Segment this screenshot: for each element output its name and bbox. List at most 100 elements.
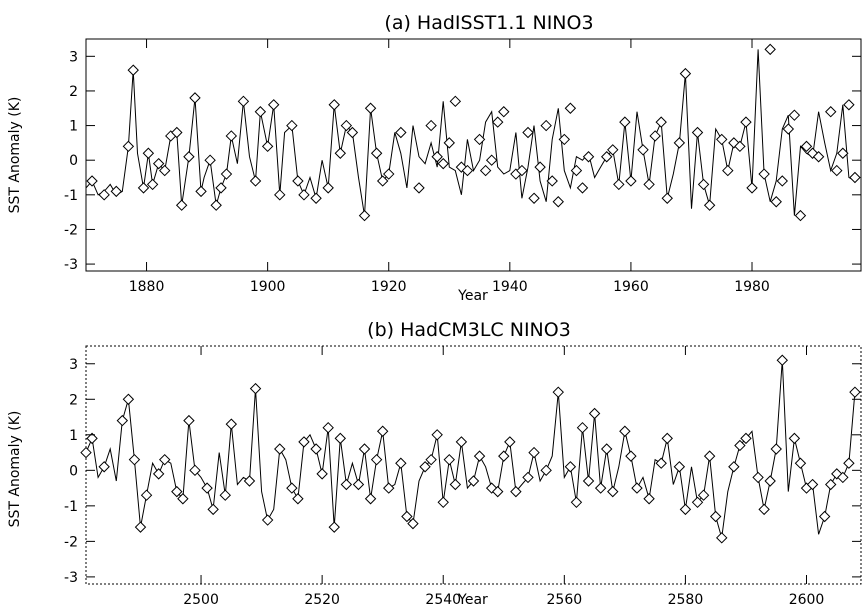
event-marker (528, 446, 540, 459)
event-marker (522, 471, 534, 484)
x-tick-label: 2580 (668, 592, 704, 608)
event-marker (340, 119, 353, 132)
event-marker (655, 457, 667, 469)
y-ticks-a: -3 -2 -1 0 1 2 3 (64, 49, 861, 273)
y-tick-label: -2 (64, 222, 78, 238)
event-marker (831, 164, 843, 177)
event-marker (607, 485, 619, 498)
plot-area-b (80, 354, 861, 544)
event-marker (80, 446, 92, 459)
event-marker (619, 425, 631, 437)
x-tick-label: 1900 (250, 279, 286, 295)
event-marker (225, 130, 238, 142)
event-marker (189, 464, 201, 477)
event-marker (673, 461, 686, 473)
y-tick-label: -1 (64, 188, 78, 204)
event-marker (274, 189, 286, 201)
event-marker (437, 496, 449, 509)
series-line (85, 360, 856, 538)
event-marker (776, 354, 788, 366)
event-marker (473, 133, 486, 146)
x-tick-label: 1980 (734, 279, 770, 295)
event-marker (631, 482, 643, 494)
x-tick-label: 1880 (129, 279, 165, 295)
event-marker (298, 189, 310, 201)
event-marker (86, 175, 98, 187)
event-marker (455, 436, 468, 448)
event-marker (613, 178, 625, 191)
event-marker (358, 209, 371, 222)
y-tick-label: -2 (64, 534, 78, 550)
event-marker (383, 168, 395, 180)
y-ticks-b: -3 -2 -1 0 1 2 3 (64, 357, 861, 586)
event-marker (825, 106, 837, 118)
event-marker (740, 116, 752, 128)
chart-title-b: (b) HadCM3LC NINO3 (367, 319, 571, 341)
event-marker (818, 510, 831, 523)
event-marker (292, 175, 304, 187)
event-marker (443, 137, 455, 149)
event-marker (249, 382, 262, 395)
event-marker (122, 140, 135, 153)
event-marker (691, 496, 704, 509)
event-marker (770, 443, 782, 455)
event-marker (376, 175, 389, 187)
event-marker (419, 461, 431, 473)
event-marker (728, 461, 740, 473)
event-marker (220, 168, 233, 180)
event-marker (837, 147, 849, 159)
event-marker (534, 161, 546, 173)
event-marker (122, 393, 135, 405)
event-marker (697, 178, 710, 191)
event-marker (152, 468, 165, 480)
event-marker (334, 432, 347, 445)
event-marker (128, 453, 141, 466)
event-marker (794, 457, 807, 469)
event-marker (716, 532, 728, 544)
event-marker (625, 175, 637, 187)
event-marker (479, 164, 492, 177)
event-marker (261, 140, 274, 153)
event-marker (134, 521, 147, 533)
event-marker (540, 464, 552, 477)
event-marker (498, 450, 510, 462)
x-tick-label: 1920 (371, 279, 407, 295)
event-marker (849, 386, 861, 398)
event-marker (127, 64, 139, 76)
event-marker (607, 144, 619, 156)
event-marker (588, 407, 601, 420)
event-marker (776, 175, 788, 187)
event-marker (540, 119, 552, 132)
event-marker (142, 147, 155, 159)
event-marker (286, 119, 298, 132)
event-marker (625, 450, 637, 462)
event-marker (758, 168, 770, 180)
x-axis-label-a: Year (457, 288, 488, 304)
y-tick-label: 0 (69, 153, 78, 169)
event-marker (159, 453, 171, 466)
event-marker (116, 414, 129, 427)
event-marker (679, 503, 692, 516)
event-marker (734, 439, 746, 452)
event-marker (146, 178, 159, 191)
y-tick-label: 2 (69, 392, 78, 408)
event-marker (570, 164, 583, 177)
x-tick-label: 1960 (613, 279, 649, 295)
x-tick-label: 2560 (547, 592, 583, 608)
y-tick-label: 3 (69, 49, 78, 65)
event-marker (177, 493, 189, 505)
event-marker (788, 109, 801, 121)
event-marker (619, 116, 631, 128)
event-marker (673, 137, 686, 149)
event-marker (703, 450, 716, 462)
event-marker (328, 521, 340, 533)
event-marker (322, 182, 334, 194)
event-marker (825, 478, 837, 491)
event-marker (207, 503, 219, 516)
event-marker (334, 147, 347, 159)
event-marker (286, 482, 298, 494)
event-marker (661, 432, 673, 445)
event-marker (298, 436, 310, 448)
event-marker (215, 182, 227, 194)
event-marker (249, 175, 262, 187)
